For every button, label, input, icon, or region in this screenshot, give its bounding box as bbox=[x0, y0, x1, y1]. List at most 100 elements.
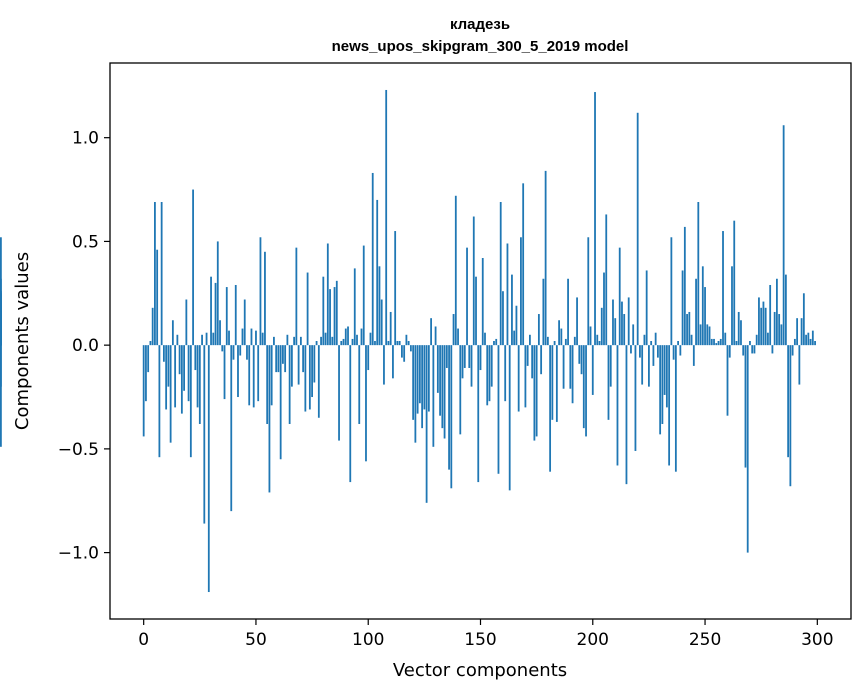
bar bbox=[421, 345, 424, 429]
bar bbox=[279, 345, 282, 460]
bar bbox=[223, 345, 226, 400]
bar bbox=[149, 341, 152, 346]
bar bbox=[701, 266, 704, 346]
bar bbox=[210, 276, 212, 346]
bar bbox=[713, 338, 715, 346]
bar bbox=[257, 345, 260, 402]
bar bbox=[708, 326, 711, 346]
bar bbox=[185, 299, 188, 346]
bar bbox=[365, 345, 367, 462]
bar bbox=[225, 287, 228, 346]
bar bbox=[755, 334, 758, 346]
bar bbox=[517, 345, 520, 412]
y-tick-label: −1.0 bbox=[58, 544, 99, 564]
chart-subtitle: news_upos_skipgram_300_5_2019 model bbox=[332, 38, 629, 55]
bar bbox=[692, 345, 695, 366]
bar bbox=[405, 334, 408, 346]
bar bbox=[385, 89, 388, 346]
bar bbox=[194, 345, 197, 371]
bar bbox=[322, 276, 325, 346]
bar bbox=[495, 338, 498, 346]
bar bbox=[205, 332, 208, 346]
bar bbox=[165, 345, 168, 410]
bar bbox=[0, 311, 2, 346]
bar bbox=[612, 299, 614, 346]
bar bbox=[679, 345, 682, 356]
bar bbox=[767, 332, 769, 346]
bar bbox=[737, 311, 740, 346]
bar bbox=[192, 189, 194, 346]
bar bbox=[306, 272, 309, 346]
bar bbox=[600, 307, 603, 346]
bar bbox=[798, 345, 801, 385]
bar bbox=[719, 338, 722, 346]
bar bbox=[383, 345, 385, 385]
bar bbox=[814, 341, 816, 346]
bar bbox=[499, 202, 502, 346]
bar bbox=[356, 334, 358, 346]
bar bbox=[544, 170, 547, 346]
bar bbox=[520, 237, 522, 346]
bar bbox=[493, 341, 495, 346]
bar bbox=[468, 345, 471, 368]
bar bbox=[596, 334, 599, 346]
bar bbox=[695, 278, 697, 346]
y-axis-ticks: −1.0 −0.5 0.0 0.5 1.0 bbox=[58, 129, 110, 564]
bar bbox=[753, 345, 756, 354]
bar bbox=[787, 345, 790, 458]
bar bbox=[513, 330, 516, 346]
bar bbox=[488, 345, 491, 402]
bar bbox=[317, 345, 320, 418]
bar bbox=[742, 345, 745, 356]
bar bbox=[311, 345, 313, 398]
bar bbox=[639, 345, 641, 358]
bar bbox=[571, 345, 574, 404]
bar bbox=[425, 345, 428, 503]
bar bbox=[502, 291, 504, 346]
bar bbox=[376, 199, 379, 346]
plot-frame bbox=[109, 62, 852, 620]
bar bbox=[724, 332, 727, 346]
bar bbox=[529, 334, 531, 346]
bar bbox=[490, 345, 493, 387]
bar bbox=[668, 345, 671, 466]
bar bbox=[580, 345, 583, 375]
bar bbox=[241, 328, 244, 346]
bar bbox=[198, 345, 201, 424]
bar bbox=[434, 326, 437, 346]
x-tick-label: 250 bbox=[689, 630, 721, 650]
bar bbox=[201, 334, 203, 346]
bar bbox=[239, 345, 242, 356]
x-tick-label: 300 bbox=[801, 630, 833, 650]
bar bbox=[398, 341, 401, 346]
bar bbox=[811, 330, 814, 346]
bar bbox=[232, 345, 235, 360]
bar bbox=[780, 324, 783, 346]
bar bbox=[475, 276, 477, 346]
bar bbox=[154, 202, 156, 346]
bar bbox=[776, 278, 778, 346]
bar bbox=[618, 247, 621, 346]
bar bbox=[441, 345, 444, 429]
bar bbox=[142, 345, 145, 437]
bar bbox=[234, 284, 237, 346]
bar bbox=[403, 345, 406, 362]
x-tick-label: 100 bbox=[352, 630, 384, 650]
bar bbox=[710, 338, 713, 346]
x-tick-label: 200 bbox=[577, 630, 609, 650]
bar bbox=[778, 314, 781, 346]
x-tick-label: 150 bbox=[464, 630, 496, 650]
bar bbox=[546, 336, 549, 346]
bar bbox=[749, 341, 751, 346]
bar bbox=[273, 336, 275, 346]
bar bbox=[549, 345, 552, 472]
bar bbox=[591, 345, 594, 395]
bar bbox=[187, 345, 190, 402]
bar bbox=[302, 345, 305, 373]
bar bbox=[715, 343, 718, 346]
bar bbox=[576, 297, 578, 346]
bar bbox=[308, 345, 311, 410]
bar bbox=[261, 332, 264, 346]
bar bbox=[508, 345, 511, 491]
bar bbox=[605, 214, 608, 346]
